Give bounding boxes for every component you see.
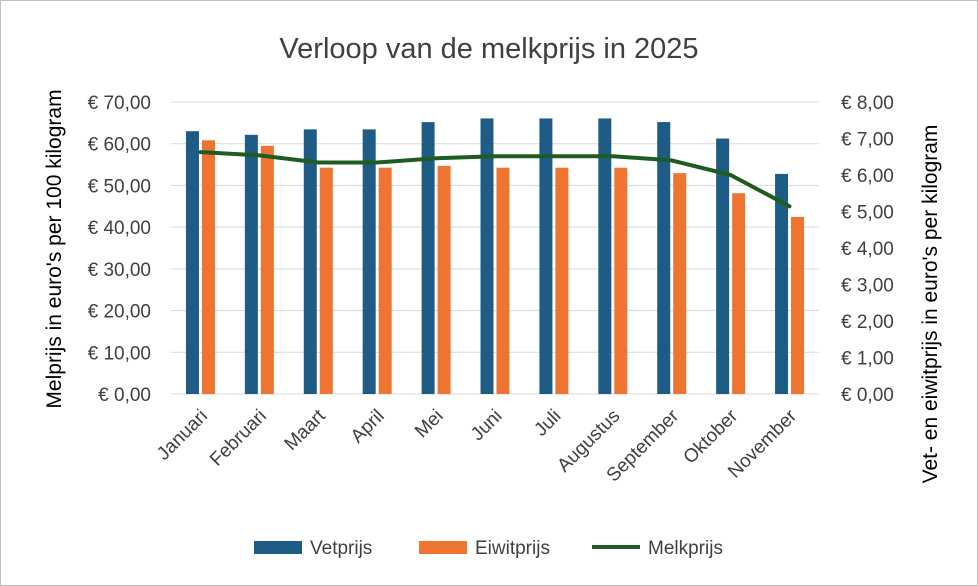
- legend: Vetprijs Eiwitprijs Melkprijs: [254, 538, 723, 559]
- left-tick-label: € 20,00: [88, 302, 151, 323]
- left-tick-label: € 10,00: [88, 343, 151, 364]
- bar-eiwitprijs-maart: [319, 167, 333, 394]
- legend-label-melkprijs: Melkprijs: [648, 538, 723, 559]
- x-tick-label: April: [347, 406, 389, 448]
- right-tick-label: € 4,00: [841, 239, 894, 260]
- bar-vetprijs-juni: [480, 118, 494, 395]
- legend-swatch-vetprijs: [254, 541, 302, 554]
- left-tick-label: € 50,00: [88, 176, 151, 197]
- bar-eiwitprijs-augustus: [614, 167, 628, 394]
- right-axis-ticks: € 0,00 € 1,00 € 2,00 € 3,00 € 4,00 € 5,00 € 6,…: [841, 93, 894, 406]
- x-tick-label: Mei: [411, 406, 448, 443]
- bar-vetprijs-februari: [244, 134, 258, 394]
- bar-vetprijs-augustus: [598, 118, 612, 395]
- left-tick-label: € 30,00: [88, 260, 151, 281]
- left-tick-label: € 40,00: [88, 218, 151, 239]
- right-tick-label: € 1,00: [841, 349, 894, 370]
- bar-eiwitprijs-mei: [437, 165, 451, 394]
- bar-eiwitprijs-oktober: [732, 193, 746, 394]
- bar-eiwitprijs-juli: [555, 167, 569, 394]
- line-melkprijs: [198, 150, 792, 209]
- gridlines: [171, 101, 819, 395]
- right-tick-label: € 8,00: [841, 93, 894, 114]
- bar-vetprijs-juli: [539, 118, 553, 395]
- chart-title: Verloop van de melkprijs in 2025: [279, 33, 698, 65]
- bar-vetprijs-september: [657, 122, 671, 394]
- line-series: [198, 150, 792, 209]
- bars: [185, 118, 805, 395]
- left-tick-label: € 60,00: [88, 135, 151, 156]
- left-axis-ticks: € 0,00 € 10,00 € 20,00 € 30,00 € 40,00 € 50,0…: [88, 93, 151, 406]
- left-axis-label: Melprijs in euro's per 100 kilogram: [43, 89, 66, 408]
- x-tick-label: Februari: [206, 406, 271, 471]
- right-tick-label: € 6,00: [841, 166, 894, 187]
- x-tick-label: Juli: [530, 406, 565, 441]
- x-tick-label: Juni: [467, 406, 506, 445]
- right-tick-label: € 3,00: [841, 276, 894, 297]
- legend-label-eiwitprijs: Eiwitprijs: [475, 538, 550, 559]
- bar-vetprijs-maart: [303, 129, 317, 394]
- right-tick-label: € 7,00: [841, 130, 894, 151]
- right-tick-label: € 5,00: [841, 203, 894, 224]
- bar-eiwitprijs-juni: [496, 167, 510, 394]
- bar-eiwitprijs-april: [378, 167, 392, 394]
- left-tick-label: € 70,00: [88, 93, 151, 114]
- right-tick-label: € 2,00: [841, 312, 894, 333]
- legend-swatch-eiwitprijs: [419, 541, 467, 554]
- right-tick-label: € 0,00: [841, 385, 894, 406]
- bar-vetprijs-januari: [185, 131, 199, 394]
- bar-vetprijs-oktober: [716, 138, 730, 394]
- right-axis-label: Vet- en eiwitprijs in euro's per kilogra…: [919, 125, 942, 484]
- bar-eiwitprijs-januari: [201, 140, 215, 394]
- bar-vetprijs-april: [362, 129, 376, 394]
- bar-eiwitprijs-februari: [260, 145, 274, 394]
- x-tick-label: Januari: [153, 406, 212, 465]
- bar-vetprijs-mei: [421, 122, 435, 394]
- bar-vetprijs-november: [775, 173, 789, 394]
- bar-eiwitprijs-november: [791, 216, 805, 394]
- left-tick-label: € 0,00: [98, 385, 151, 406]
- bar-eiwitprijs-september: [673, 173, 687, 394]
- legend-label-vetprijs: Vetprijs: [310, 538, 372, 559]
- x-tick-label: Maart: [281, 405, 331, 455]
